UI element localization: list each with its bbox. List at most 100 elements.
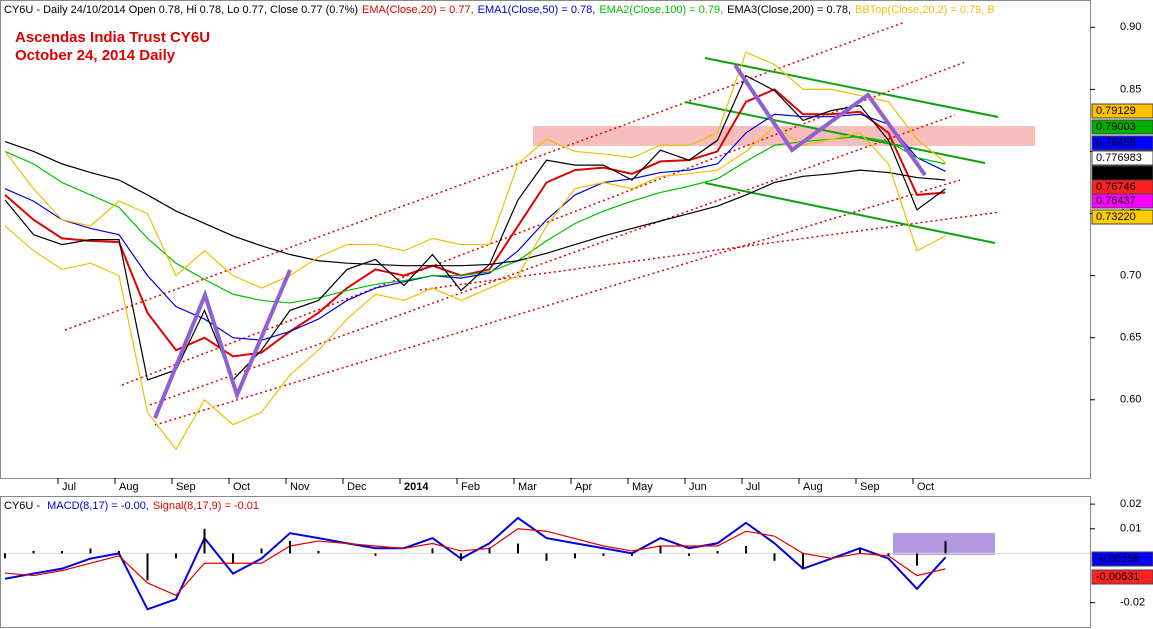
histogram-bar xyxy=(631,553,633,556)
price-label: -0.00631 xyxy=(1096,571,1139,583)
trend-line xyxy=(684,101,986,164)
x-tick-label: Jul xyxy=(62,481,76,493)
histogram-bar xyxy=(517,543,519,554)
channel-line xyxy=(154,179,961,426)
macd-panel xyxy=(0,496,1091,628)
price-panel xyxy=(0,0,1091,479)
zigzags xyxy=(153,63,927,419)
histogram-bar xyxy=(374,553,377,556)
price-label: 0.77 xyxy=(1096,167,1117,179)
histogram-bar xyxy=(289,541,291,554)
header: CY6U - Daily 24/10/2014 Open 0.78, Hi 0.… xyxy=(4,4,995,16)
series-line xyxy=(4,88,946,358)
price-label: -0.00158 xyxy=(1096,553,1139,565)
x-tick-label: Oct xyxy=(917,481,934,493)
histogram-bar xyxy=(745,545,747,554)
x-tick-label: Nov xyxy=(290,481,310,493)
x-tick-label: Sep xyxy=(176,481,196,493)
y-tick-label: 0.85 xyxy=(1120,83,1141,95)
series-line xyxy=(4,51,946,289)
chart-subtitle: October 24, 2014 Daily xyxy=(15,47,176,64)
histogram-bar xyxy=(460,553,462,561)
x-tick-label: Jun xyxy=(689,481,707,493)
price-label-box xyxy=(1091,103,1153,119)
histogram-bar xyxy=(118,550,120,554)
x-tick-label: Sep xyxy=(860,481,880,493)
price-label: 0.776983 xyxy=(1096,152,1142,164)
y-tick-label: 0.70 xyxy=(1120,270,1141,282)
series-line xyxy=(4,113,946,341)
price-label: 0.76746 xyxy=(1096,181,1136,193)
legend-entry: BBTop(Close,20,2) = 0.79, B xyxy=(855,4,995,16)
y-tick-label: 0.02 xyxy=(1120,498,1141,510)
series-line xyxy=(4,516,947,611)
legend-entry: EMA2(Close,100) = 0.79, xyxy=(599,4,723,16)
histogram-bar xyxy=(89,548,92,554)
histogram-bar xyxy=(260,548,263,554)
series-line xyxy=(4,125,946,451)
histogram-bar xyxy=(802,553,804,569)
header-info: CY6U - Daily 24/10/2014 Open 0.78, Hi 0.… xyxy=(4,4,358,16)
histogram-bar xyxy=(32,550,35,554)
trend-lines xyxy=(684,57,999,244)
histogram-bar xyxy=(659,545,662,554)
x-tick-label: Dec xyxy=(347,481,367,493)
header-info: CY6U - xyxy=(4,500,43,512)
x-tick-label: Feb xyxy=(461,481,480,493)
histogram-bar xyxy=(916,553,918,566)
trend-line xyxy=(704,57,999,118)
histogram-bar xyxy=(716,550,719,554)
price-label-box xyxy=(1091,569,1153,585)
price-label: 0.78455 xyxy=(1096,137,1136,149)
x-tick-label: Aug xyxy=(803,481,823,493)
histogram-bar xyxy=(545,553,548,561)
histogram-bar xyxy=(944,541,947,554)
histogram-bar xyxy=(317,550,320,554)
histogram-bar xyxy=(61,550,63,554)
legend-entry: EMA3(Close,200) = 0.78, xyxy=(727,4,851,16)
price-label: 0.79129 xyxy=(1096,105,1136,117)
y-tick-label: -0.02 xyxy=(1120,597,1145,609)
zigzag xyxy=(733,63,927,177)
series-line xyxy=(4,140,946,267)
histogram-bar xyxy=(859,548,861,554)
x-tick-label: 2014 xyxy=(404,481,429,493)
histogram-bar xyxy=(175,553,177,559)
price-label: 0.76437 xyxy=(1096,195,1136,207)
price-label-box xyxy=(1091,150,1153,166)
macd-header: CY6U - MACD(8,17) = -0.00, Signal(8,17,9)… xyxy=(4,500,259,512)
histogram-bar xyxy=(602,553,605,556)
y-tick-label: 0.65 xyxy=(1120,332,1141,344)
histogram-bar xyxy=(488,548,491,554)
y-tick-label: 0.60 xyxy=(1120,394,1141,406)
histogram-bar xyxy=(887,553,890,556)
legend-entry: MACD(8,17) = -0.00, xyxy=(47,500,149,512)
price-label-box xyxy=(1091,119,1153,135)
x-tick-label: Mar xyxy=(518,481,537,493)
price-label-box xyxy=(1091,551,1153,567)
histogram-bar xyxy=(146,553,149,581)
legend-entry: Signal(8,17,9) = -0.01 xyxy=(153,500,259,512)
histogram-bar xyxy=(574,553,576,559)
histogram-bar xyxy=(431,548,434,554)
histogram-bar xyxy=(232,553,234,564)
y-tick-label: 0.01 xyxy=(1120,523,1141,535)
x-tick-label: Oct xyxy=(233,481,250,493)
series-line xyxy=(4,528,946,596)
x-tick-label: Jul xyxy=(746,481,760,493)
series-line xyxy=(4,74,946,381)
price-label: 0.79003 xyxy=(1096,121,1136,133)
channel-line xyxy=(64,21,906,331)
x-tick-label: May xyxy=(632,481,653,493)
price-label-box xyxy=(1091,209,1153,225)
legend-entry: EMA1(Close,50) = 0.78, xyxy=(478,4,596,16)
price-label-box xyxy=(1091,135,1153,151)
histogram-bar xyxy=(4,553,6,559)
highlight-box xyxy=(893,533,995,555)
legend-entry: EMA(Close,20) = 0.77, xyxy=(362,4,474,16)
price-label-box xyxy=(1091,193,1153,209)
price-label: 0.73220 xyxy=(1096,211,1136,223)
histogram-bar xyxy=(203,528,206,554)
